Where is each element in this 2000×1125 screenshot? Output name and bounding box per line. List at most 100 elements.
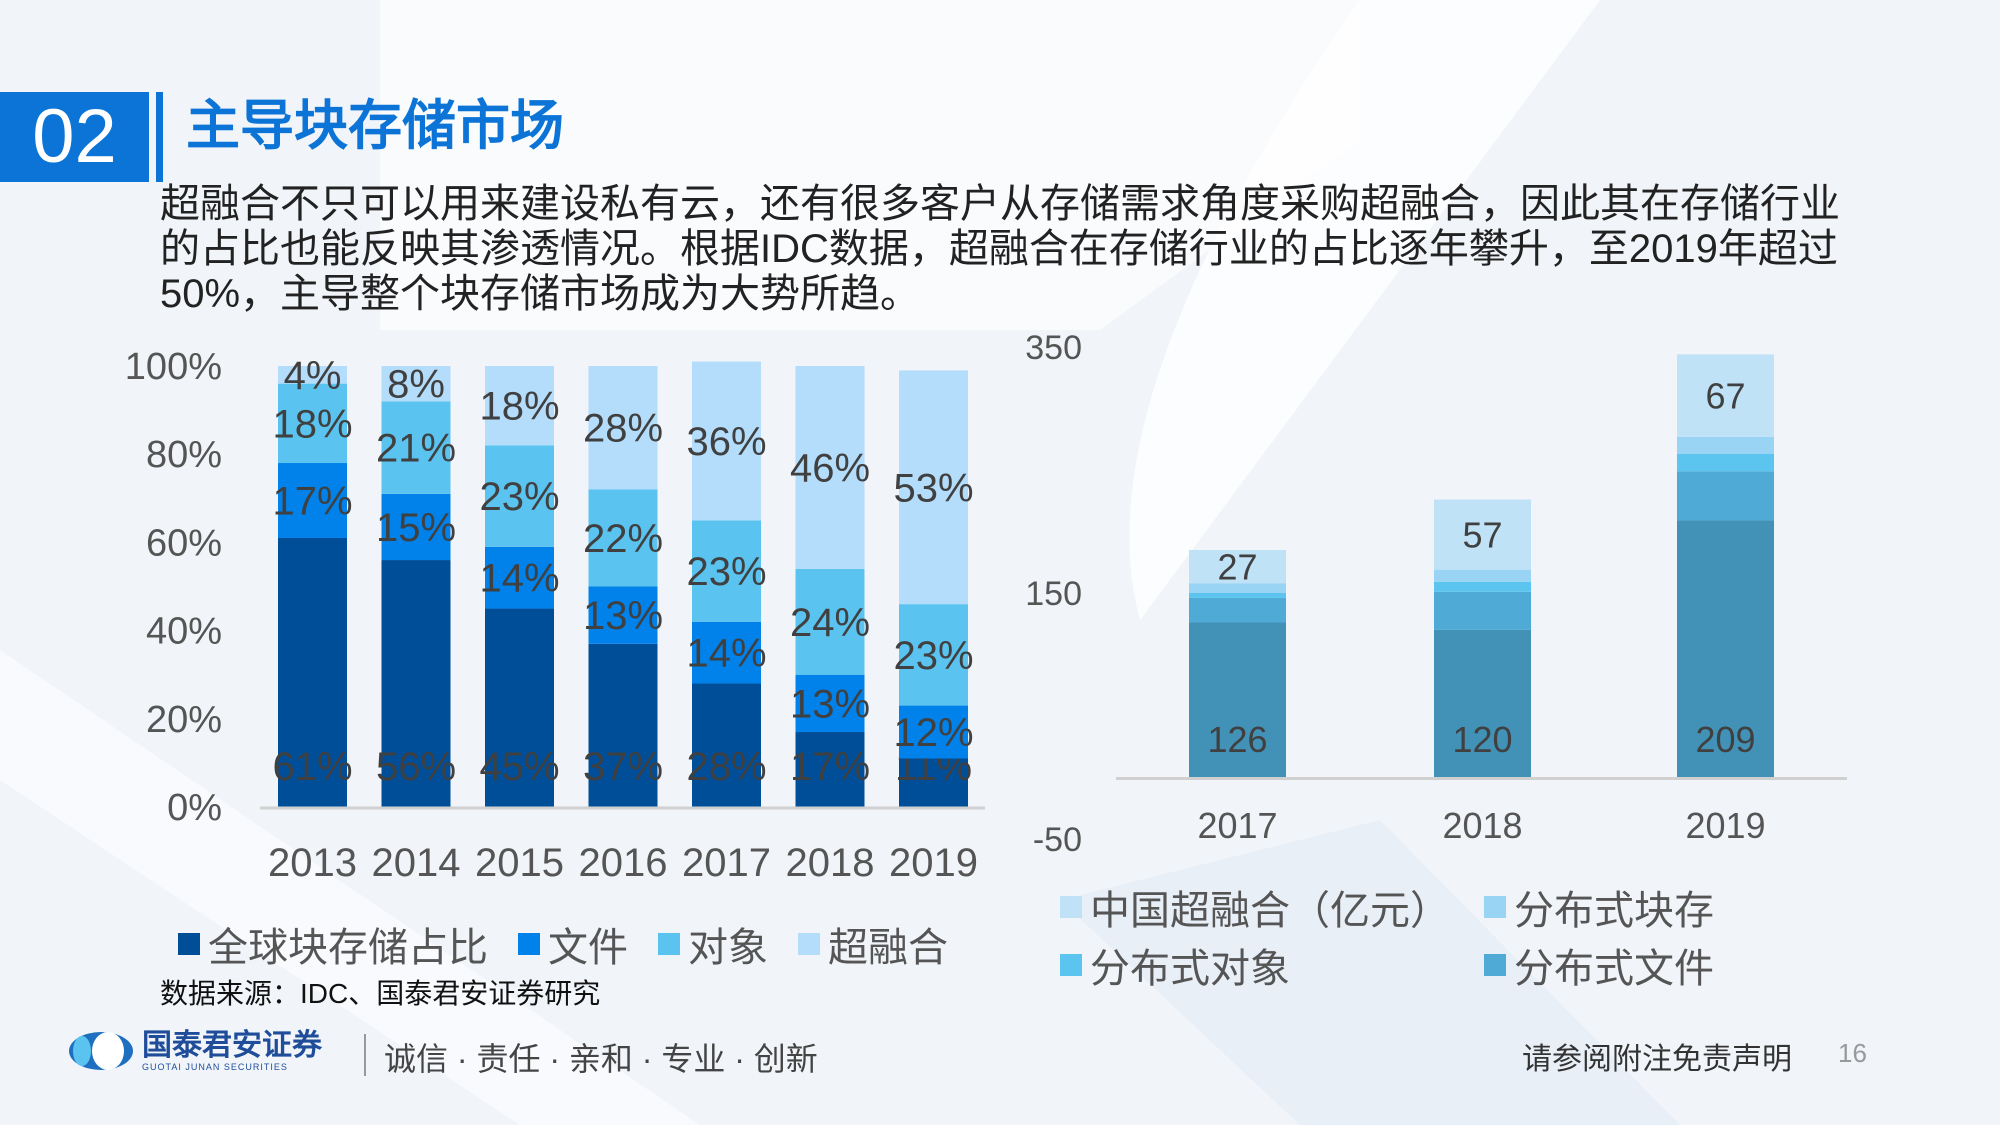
y-tick-label: 100% [125,346,222,388]
data-label: 12% [893,711,973,755]
bar-segment [278,366,347,384]
bar-segment [1189,593,1286,598]
bar-segment [588,643,658,807]
x-tick-label: 2017 [682,841,771,885]
data-label: 45% [479,745,559,789]
body-line: 的占比也能反映其渗透情况。根据IDC数据，超融合在存储行业的占比逐年攀升，至20… [160,227,1838,271]
slogan: 诚信 · 责任 · 亲和 · 专业 · 创新 [384,1041,818,1077]
y-tick-label: 0% [167,787,222,829]
bar-segment [692,683,761,807]
bar-segment [692,621,761,684]
section-divider [156,92,163,182]
data-label: 22% [583,517,663,561]
data-label: 4% [284,354,342,398]
bar-segment [795,568,865,675]
data-label: 28% [583,407,663,451]
data-label: 36% [686,420,766,464]
x-tick-label: 2019 [889,841,978,885]
body-line: 50%，主导整个块存储市场成为大势所趋。 [160,272,921,316]
legend-swatch [798,933,820,955]
bar-segment [1677,454,1774,472]
bar-segment [1189,597,1286,623]
bar-segment [899,370,968,605]
bar-segment [1189,622,1286,778]
legend-swatch [518,933,540,955]
y-tick-label: 20% [146,699,222,741]
data-label: 8% [387,363,445,407]
bar-segment [1189,583,1286,593]
data-label: 14% [686,632,766,676]
data-label: 23% [479,475,559,519]
data-label: 27 [1217,547,1257,588]
legend-label: 中国超融合（亿元） [1090,889,1450,933]
bar-segment [588,489,658,587]
bar-segment [1434,591,1531,630]
legend-swatch [1060,896,1082,918]
bar-segment [278,463,347,538]
legend-swatch [1060,954,1082,976]
chart2-legend-item: 分布式块存 [1484,878,1714,936]
bar-segment [1434,569,1531,582]
y-tick-label: 150 [1025,575,1082,613]
y-tick-label: 40% [146,611,222,653]
legend-swatch [1484,954,1506,976]
logo-text: 国泰君安证券 [142,1029,322,1062]
y-tick-label: 60% [146,522,222,564]
bar-segment [485,546,554,609]
x-tick-label: 2017 [1197,805,1277,846]
disclaimer-link[interactable]: 请参阅附注免责声明 [1522,1043,1792,1076]
chart1-legend: 全球块存储占比 文件 对象 超融合 [178,915,948,973]
x-tick-label: 2016 [579,841,668,885]
x-tick-label: 2018 [1442,805,1522,846]
legend-label: 分布式对象 [1090,947,1290,991]
bar-segment [1434,499,1531,570]
data-source: 数据来源：IDC、国泰君安证券研究 [160,978,601,1009]
bar-segment [795,732,865,807]
chart2-legend-item: 中国超融合（亿元） [1060,878,1450,936]
logo-emblem-icon [69,1032,133,1070]
bar-segment [381,560,451,807]
bar-segment [381,493,451,561]
bar-segment [795,366,865,569]
bar-segment [1677,436,1774,455]
data-label: 28% [686,745,766,789]
x-tick-label: 2014 [372,841,461,885]
bar-segment [278,383,347,464]
y-tick-label: -50 [1033,821,1082,859]
data-label: 57 [1462,515,1502,556]
bar-segment [1434,581,1531,592]
bar-segment [485,445,554,547]
body-paragraph: 超融合不只可以用来建设私有云，还有很多客户从存储需求角度采购超融合，因此其在存储… [160,182,1840,317]
bar-segment [899,758,968,807]
bar-segment [899,604,968,706]
page-number: 16 [1838,1038,1867,1068]
y-tick-label: 80% [146,434,222,476]
bar-segment [795,674,865,733]
data-label: 209 [1695,719,1755,760]
data-label: 13% [790,682,870,726]
legend-swatch [658,933,680,955]
data-label: 15% [376,506,456,550]
bar-segment [1677,354,1774,437]
bar-segment [381,366,451,402]
bar-segment [1677,520,1774,778]
bar-segment [899,705,968,759]
data-label: 67 [1705,376,1745,417]
bar-segment [485,366,554,446]
bar-segment [1189,549,1286,584]
data-label: 23% [686,550,766,594]
legend-label: 文件 [548,926,628,970]
legend-label: 全球块存储占比 [208,926,488,970]
data-label: 53% [893,466,973,510]
data-label: 46% [790,446,870,490]
data-label: 23% [893,634,973,678]
chart2-legend-item: 分布式对象 [1060,936,1290,994]
legend-label: 分布式块存 [1514,889,1714,933]
section-number: 02 [0,92,149,182]
data-label: 17% [272,480,352,524]
data-label: 21% [376,427,456,471]
bar-segment [692,520,761,622]
bar-segment [278,537,347,807]
